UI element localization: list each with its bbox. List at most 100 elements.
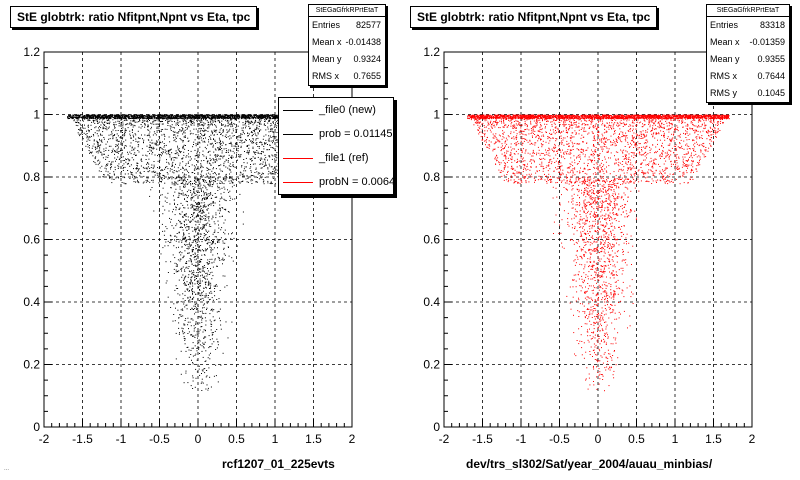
scatter-point — [80, 127, 82, 129]
scatter-point — [151, 153, 153, 155]
scatter-point — [114, 153, 115, 155]
scatter-point — [212, 117, 213, 119]
scatter-point — [177, 176, 179, 178]
scatter-point — [190, 124, 192, 126]
scatter-point — [78, 119, 80, 121]
scatter-point — [176, 117, 178, 119]
scatter-point — [228, 191, 230, 193]
scatter-point — [229, 138, 231, 140]
scatter-point — [85, 115, 87, 117]
scatter-point — [181, 327, 183, 329]
scatter-point — [182, 161, 184, 163]
scatter-point — [238, 135, 240, 137]
scatter-point — [85, 116, 87, 118]
scatter-point — [139, 175, 141, 177]
scatter-point — [212, 233, 214, 235]
scatter-point — [112, 161, 114, 163]
scatter-point — [194, 220, 196, 222]
scatter-point — [142, 116, 144, 118]
scatter-point — [220, 115, 222, 117]
scatter-point — [164, 115, 166, 117]
scatter-point — [133, 118, 134, 120]
scatter-point — [208, 169, 209, 171]
scatter-point — [261, 167, 263, 169]
scatter-point — [267, 144, 268, 145]
scatter-point — [179, 130, 181, 132]
scatter-point — [213, 182, 214, 184]
scatter-point — [126, 159, 127, 161]
scatter-point — [124, 183, 126, 185]
scatter-point — [179, 332, 180, 334]
scatter-point — [100, 115, 102, 117]
scatter-point — [197, 123, 199, 125]
scatter-point — [259, 130, 260, 132]
scatter-point — [257, 121, 259, 123]
scatter-point — [220, 164, 222, 166]
scatter-point — [214, 162, 216, 163]
scatter-point — [188, 228, 190, 230]
scatter-point — [191, 270, 193, 272]
scatter-point — [156, 148, 158, 150]
scatter-point — [197, 157, 199, 159]
scatter-point — [95, 117, 97, 119]
scatter-point — [209, 169, 211, 171]
scatter-point — [254, 121, 256, 123]
scatter-point — [111, 161, 113, 163]
scatter-point — [202, 224, 204, 226]
scatter-point — [203, 116, 205, 118]
scatter-point — [241, 114, 243, 116]
scatter-point — [165, 117, 167, 119]
scatter-point — [226, 120, 228, 122]
scatter-point — [267, 115, 269, 117]
scatter-point — [127, 153, 129, 155]
scatter-point — [175, 115, 177, 117]
scatter-point — [271, 130, 273, 132]
scatter-point — [110, 168, 111, 170]
scatter-point — [223, 117, 225, 119]
scatter-point — [204, 234, 206, 236]
scatter-point — [101, 119, 103, 121]
scatter-point — [184, 114, 186, 116]
scatter-point — [177, 132, 179, 134]
scatter-point — [182, 333, 184, 335]
scatter-point — [167, 116, 169, 118]
scatter-point — [181, 227, 183, 228]
scatter-point — [132, 126, 134, 128]
scatter-point — [214, 119, 216, 121]
scatter-point — [149, 116, 150, 118]
scatter-point — [248, 117, 250, 118]
scatter-point — [270, 123, 272, 124]
scatter-point — [252, 142, 254, 144]
scatter-point — [159, 140, 161, 142]
scatter-point — [112, 148, 114, 150]
scatter-point — [220, 155, 222, 157]
scatter-point — [109, 177, 110, 179]
scatter-point — [195, 248, 197, 249]
scatter-point — [119, 117, 120, 119]
scatter-point — [277, 122, 278, 124]
scatter-point — [191, 272, 193, 274]
scatter-point — [172, 117, 174, 119]
scatter-point — [112, 138, 114, 140]
scatter-point — [231, 144, 233, 146]
scatter-point — [197, 155, 199, 157]
scatter-point — [255, 181, 257, 183]
scatter-point — [272, 147, 274, 148]
scatter-point — [153, 116, 155, 118]
scatter-point — [113, 173, 115, 175]
scatter-point — [187, 114, 189, 116]
scatter-point — [158, 167, 160, 169]
scatter-point — [222, 207, 224, 209]
scatter-point — [253, 151, 254, 153]
scatter-point — [130, 115, 132, 117]
scatter-point — [123, 117, 124, 119]
scatter-point — [200, 166, 202, 168]
scatter-point — [131, 129, 133, 131]
scatter-point — [73, 120, 75, 122]
scatter-point — [120, 147, 122, 149]
scatter-point — [182, 192, 184, 194]
scatter-point — [179, 115, 181, 117]
scatter-point — [145, 117, 147, 119]
scatter-point — [199, 221, 201, 223]
scatter-point — [147, 181, 149, 182]
